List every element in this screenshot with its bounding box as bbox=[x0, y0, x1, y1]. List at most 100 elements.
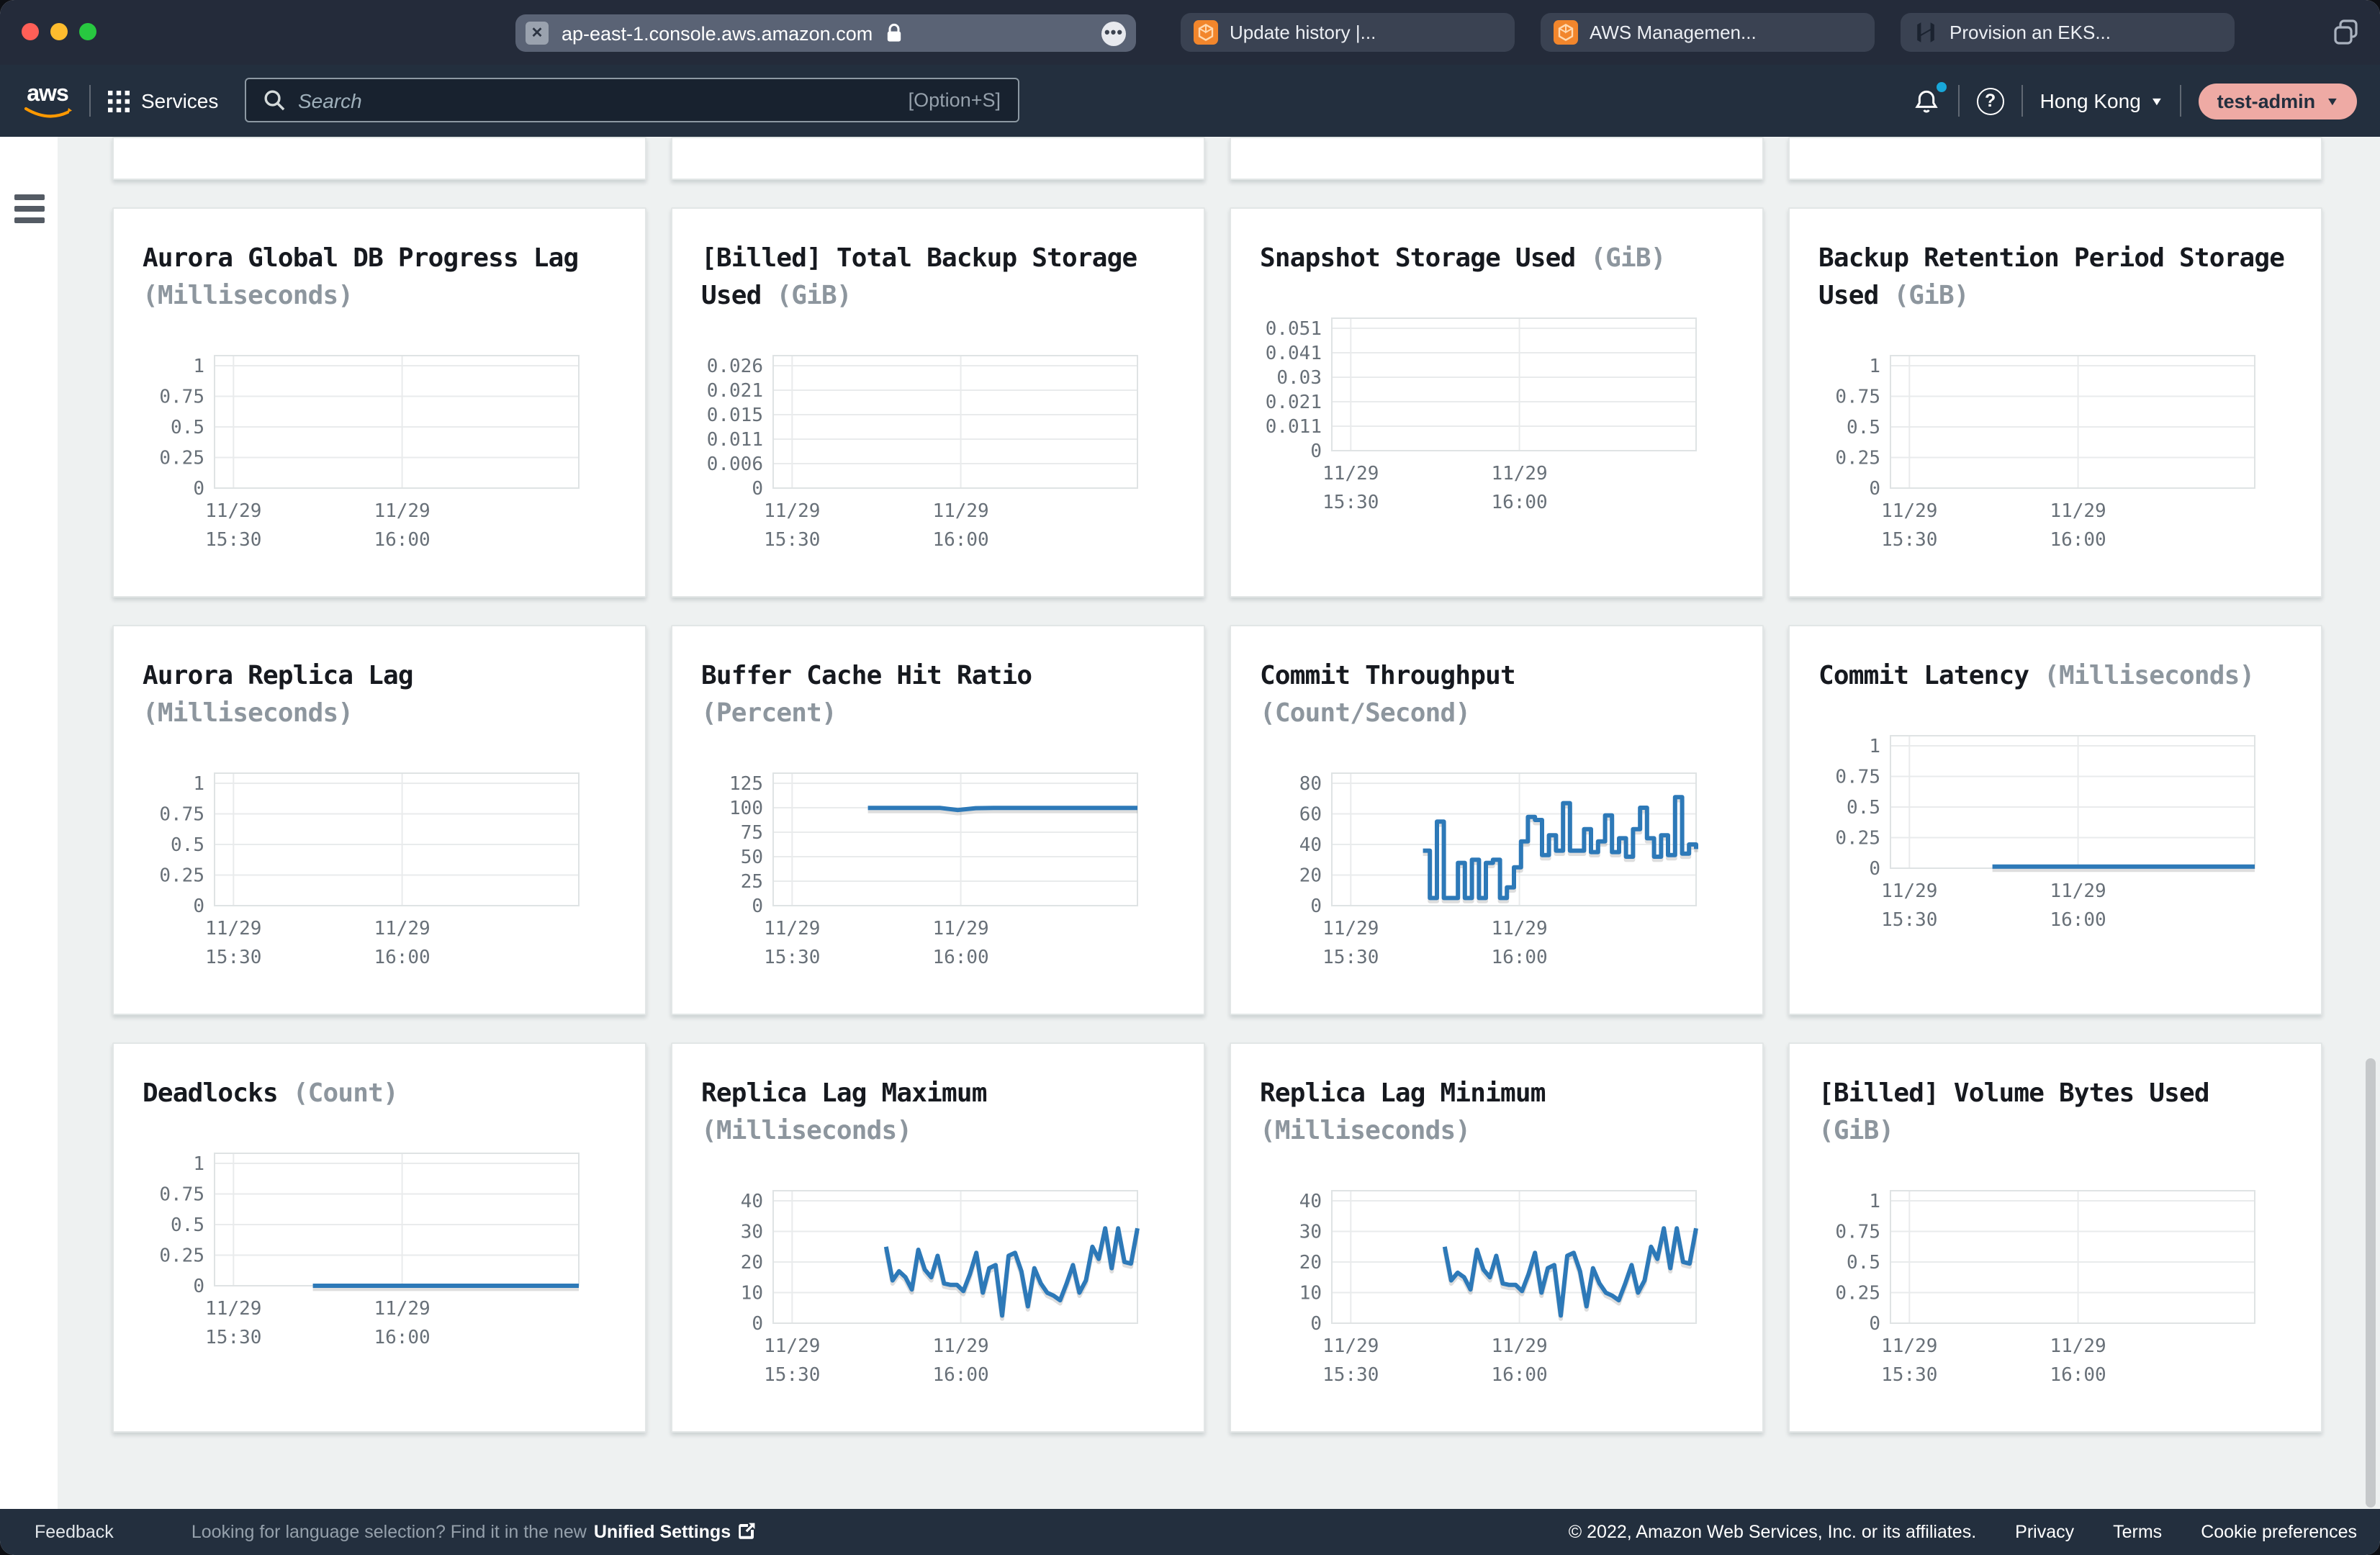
svg-text:60: 60 bbox=[1299, 804, 1322, 826]
svg-text:75: 75 bbox=[741, 822, 763, 844]
services-label: Services bbox=[141, 89, 219, 112]
svg-text:15:30: 15:30 bbox=[1322, 492, 1379, 513]
traffic-lights bbox=[22, 23, 96, 40]
account-label: test-admin bbox=[2217, 90, 2316, 112]
metric-card[interactable]: Replica Lag Maximum (Milliseconds) 40 30 2… bbox=[671, 1042, 1205, 1433]
svg-text:11/29: 11/29 bbox=[2050, 880, 2106, 902]
svg-text:0.25: 0.25 bbox=[1835, 1283, 1880, 1304]
svg-text:11/29: 11/29 bbox=[374, 1298, 430, 1320]
tab-aws-management[interactable]: AWS Managemen... bbox=[1541, 13, 1875, 52]
side-rail bbox=[0, 137, 58, 1509]
metric-title: Replica Lag Minimum (Milliseconds) bbox=[1260, 1078, 1546, 1146]
close-window-button[interactable] bbox=[22, 23, 39, 40]
metric-card[interactable]: Aurora Replica Lag (Milliseconds) 1 0.75 0… bbox=[112, 625, 646, 1015]
metric-card[interactable]: [Billed] Total Backup Storage Used (GiB)… bbox=[671, 207, 1205, 598]
svg-text:0.011: 0.011 bbox=[707, 429, 763, 451]
metric-card[interactable]: [Billed] Volume Bytes Used (GiB) 1 0.75 0.… bbox=[1788, 1042, 2322, 1433]
svg-text:1: 1 bbox=[1869, 1191, 1880, 1212]
svg-text:11/29: 11/29 bbox=[932, 918, 988, 939]
metric-card[interactable]: Aurora Global DB Progress Lag (Milliseco… bbox=[112, 207, 646, 598]
extension-icon[interactable]: ✕ bbox=[526, 22, 549, 45]
metric-title: Deadlocks (Count) bbox=[143, 1078, 399, 1109]
svg-text:20: 20 bbox=[1299, 1252, 1322, 1274]
svg-text:11/29: 11/29 bbox=[1491, 1335, 1547, 1357]
help-button[interactable]: ? bbox=[1976, 87, 2004, 114]
svg-text:11/29: 11/29 bbox=[205, 918, 261, 939]
svg-text:25: 25 bbox=[741, 871, 763, 893]
partial-card[interactable] bbox=[671, 137, 1205, 180]
footer: Feedback Looking for language selection?… bbox=[0, 1509, 2380, 1555]
svg-text:15:30: 15:30 bbox=[1881, 909, 1937, 931]
account-menu[interactable]: test-admin ▼ bbox=[2198, 83, 2357, 119]
metric-chart: 0.0260.0210.0150.0110.006011/2915:3011/2… bbox=[707, 355, 1138, 551]
hamburger-menu-icon[interactable] bbox=[14, 194, 44, 222]
svg-text:1: 1 bbox=[1869, 356, 1880, 377]
copyright-text: © 2022, Amazon Web Services, Inc. or its… bbox=[1568, 1522, 1977, 1542]
svg-text:30: 30 bbox=[741, 1222, 763, 1243]
cookie-preferences-link[interactable]: Cookie preferences bbox=[2201, 1522, 2357, 1542]
svg-text:0.75: 0.75 bbox=[159, 804, 204, 826]
svg-text:11/29: 11/29 bbox=[1491, 463, 1547, 484]
language-notice: Looking for language selection? Find it … bbox=[191, 1521, 755, 1543]
metric-card[interactable]: Commit Throughput (Count/Second) 80 60 40 2… bbox=[1230, 625, 1764, 1015]
partial-card[interactable] bbox=[1230, 137, 1764, 180]
vertical-scrollbar[interactable] bbox=[2366, 1058, 2376, 1507]
zoom-window-button[interactable] bbox=[79, 23, 96, 40]
svg-text:0.03: 0.03 bbox=[1276, 367, 1322, 389]
tab-overview-icon[interactable] bbox=[2332, 19, 2360, 50]
metric-card[interactable]: Snapshot Storage Used (GiB) 0.051 0.041 0.… bbox=[1230, 207, 1764, 598]
svg-text:0: 0 bbox=[752, 478, 763, 500]
svg-text:16:00: 16:00 bbox=[1491, 1364, 1547, 1386]
svg-text:11/29: 11/29 bbox=[2050, 500, 2106, 522]
svg-text:16:00: 16:00 bbox=[374, 1327, 430, 1348]
tab-provision-eks[interactable]: Provision an EKS... bbox=[1901, 13, 2235, 52]
notifications-button[interactable] bbox=[1912, 82, 1947, 115]
unified-settings-link[interactable]: Unified Settings bbox=[593, 1521, 731, 1541]
svg-text:15:30: 15:30 bbox=[1322, 947, 1379, 968]
svg-text:1: 1 bbox=[193, 356, 204, 377]
svg-text:16:00: 16:00 bbox=[374, 529, 430, 551]
svg-text:10: 10 bbox=[1299, 1283, 1322, 1304]
lock-icon bbox=[885, 23, 903, 43]
divider bbox=[2179, 85, 2181, 117]
metric-card[interactable]: Deadlocks (Count) 1 0.75 0.5 0.25 0 11/29 15:3… bbox=[112, 1042, 646, 1433]
metric-card[interactable]: Buffer Cache Hit Ratio (Percent) 125 100 7… bbox=[671, 625, 1205, 1015]
feedback-link[interactable]: Feedback bbox=[35, 1522, 114, 1542]
svg-text:15:30: 15:30 bbox=[764, 947, 820, 968]
metric-title: Aurora Replica Lag (Milliseconds) bbox=[143, 661, 414, 729]
svg-text:11/29: 11/29 bbox=[1322, 463, 1379, 484]
terms-link[interactable]: Terms bbox=[2113, 1522, 2163, 1542]
url-bar[interactable]: ✕ ap-east-1.console.aws.amazon.com ••• bbox=[515, 14, 1136, 52]
main-area: Aurora Global DB Progress Lag (Milliseco… bbox=[0, 137, 2380, 1509]
partial-card-row bbox=[112, 137, 2380, 180]
metric-card[interactable]: Commit Latency (Milliseconds) 1 0.75 0.5 0.… bbox=[1788, 625, 2322, 1015]
svg-text:0: 0 bbox=[752, 1313, 763, 1335]
svg-text:0: 0 bbox=[193, 478, 204, 500]
search-input[interactable]: Search [Option+S] bbox=[245, 78, 1019, 122]
svg-text:0.25: 0.25 bbox=[1835, 828, 1880, 849]
more-options-icon[interactable]: ••• bbox=[1101, 21, 1126, 45]
svg-text:16:00: 16:00 bbox=[1491, 947, 1547, 968]
svg-text:16:00: 16:00 bbox=[374, 947, 430, 968]
region-selector[interactable]: Hong Kong ▼ bbox=[2040, 89, 2164, 112]
services-menu[interactable]: Services bbox=[108, 89, 218, 112]
svg-text:15:30: 15:30 bbox=[1881, 529, 1937, 551]
metric-card[interactable]: Replica Lag Minimum (Milliseconds) 40 30 2… bbox=[1230, 1042, 1764, 1433]
svg-text:11/29: 11/29 bbox=[764, 1335, 820, 1357]
metric-card[interactable]: Backup Retention Period Storage Used (Gi… bbox=[1788, 207, 2322, 598]
external-link-icon bbox=[738, 1522, 755, 1543]
aws-logo[interactable]: aws bbox=[23, 82, 72, 119]
tab-update-history[interactable]: Update history |... bbox=[1181, 13, 1515, 52]
divider bbox=[1957, 85, 1960, 117]
minimize-window-button[interactable] bbox=[50, 23, 68, 40]
svg-text:11/29: 11/29 bbox=[1491, 918, 1547, 939]
svg-text:0: 0 bbox=[193, 1276, 204, 1297]
chevron-down-icon: ▼ bbox=[2149, 94, 2164, 107]
partial-card[interactable] bbox=[1788, 137, 2322, 180]
partial-card[interactable] bbox=[112, 137, 646, 180]
privacy-link[interactable]: Privacy bbox=[2015, 1522, 2075, 1542]
